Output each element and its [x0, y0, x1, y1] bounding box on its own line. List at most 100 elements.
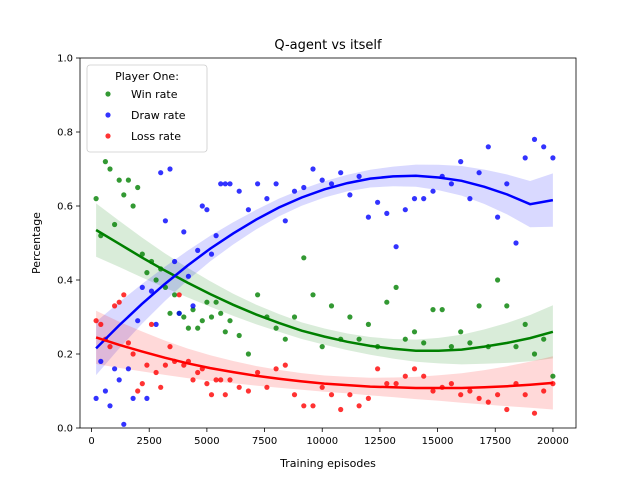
win-rate-point: [301, 255, 307, 261]
draw-rate-point: [485, 144, 491, 150]
x-tick-label: 15000: [422, 436, 454, 447]
loss-rate-point: [411, 366, 418, 372]
win-rate-point: [522, 321, 528, 327]
loss-rate-point: [130, 351, 136, 357]
plot-frame: [79, 57, 577, 429]
draw-rate-point: [476, 170, 482, 176]
win-rate-point: [476, 303, 482, 309]
win-rate-point: [448, 344, 454, 350]
loss-rate-point: [93, 318, 99, 324]
draw-rate-point: [301, 184, 307, 191]
draw-rate-point: [495, 214, 501, 220]
draw-rate-point: [264, 196, 270, 202]
draw-rate-point: [421, 196, 427, 202]
draw-rate-point: [365, 214, 371, 220]
draw-rate-point: [153, 321, 159, 327]
draw-rate-point: [112, 366, 118, 372]
win-rate-point: [356, 336, 362, 342]
draw-rate-point: [139, 284, 145, 290]
win-rate-point: [430, 307, 436, 313]
draw-rate-point: [541, 144, 547, 150]
x-tick-label: 7500: [252, 436, 277, 447]
win-rate-point: [328, 303, 335, 309]
draw-rate-point: [213, 233, 219, 239]
win-rate-point: [467, 340, 473, 346]
y-tick-label: 1.0: [57, 54, 73, 65]
win-rate-point: [199, 318, 205, 324]
x-tick-label: 10000: [306, 436, 338, 447]
loss-rate-point: [245, 388, 251, 394]
loss-rate-point: [208, 392, 215, 398]
loss-rate-point: [291, 392, 298, 398]
y-tick-label: 0.8: [57, 128, 73, 139]
draw-rate-point: [199, 203, 205, 209]
draw-rate-point: [448, 181, 454, 187]
win-rate-point: [291, 314, 298, 320]
loss-rate-point: [282, 362, 288, 368]
win-rate-point: [227, 318, 233, 324]
win-rate-point: [282, 336, 288, 342]
win-rate-point: [135, 184, 141, 191]
loss-rate-point: [393, 381, 399, 387]
win-rate-point: [208, 314, 215, 320]
chart-title: Q-agent vs itself: [274, 38, 382, 53]
draw-rate-point: [504, 181, 510, 187]
win-rate-point: [402, 336, 408, 342]
win-rate-point: [393, 284, 399, 290]
win-rate-point: [121, 192, 127, 198]
loss-rate-point: [204, 381, 210, 387]
win-rate-point: [550, 373, 556, 379]
win-rate-point: [236, 332, 242, 339]
win-rate-point: [531, 351, 538, 357]
draw-rate-point: [402, 207, 408, 213]
win-rate-point: [245, 351, 251, 357]
draw-rate-point: [121, 421, 127, 427]
win-rate-point: [365, 321, 371, 327]
draw-rate-fit-line: [95, 174, 554, 350]
loss-rate-point: [98, 321, 104, 327]
win-rate-point: [112, 221, 118, 228]
loss-rate-fit-line: [95, 336, 553, 390]
win-rate-point: [181, 314, 187, 320]
legend: Player One: Win rate Draw rate Loss rate: [86, 64, 208, 153]
win-rate-point: [255, 292, 261, 298]
draw-rate-point: [98, 358, 104, 364]
loss-rate-point: [112, 303, 118, 309]
draw-rate-point: [291, 188, 298, 194]
loss-rate-point: [176, 292, 182, 298]
draw-rate-point: [181, 229, 187, 235]
loss-rate-point: [167, 344, 173, 350]
y-tick-label: 0.4: [57, 276, 73, 287]
draw-rate-point: [384, 210, 390, 216]
loss-rate-point: [504, 406, 510, 413]
win-rate-point: [513, 344, 519, 350]
loss-rate-point: [328, 392, 335, 398]
draw-rate-point: [208, 251, 215, 257]
loss-rate-point: [148, 321, 155, 327]
draw-rate-point: [522, 155, 528, 161]
loss-rate-point: [467, 388, 473, 394]
draw-rate-point: [282, 218, 288, 224]
draw-rate-point: [458, 159, 464, 165]
draw-rate-point: [125, 366, 131, 372]
draw-rate-point: [144, 395, 150, 401]
loss-rate-point: [158, 384, 164, 390]
draw-rate-point: [148, 288, 155, 294]
draw-rate-point: [273, 181, 279, 187]
draw-rate-point: [135, 318, 141, 324]
loss-rate-point: [375, 366, 381, 372]
loss-rate-point: [356, 403, 362, 409]
draw-rate-point: [255, 181, 261, 187]
draw-rate-point: [319, 177, 325, 183]
win-rate-point: [167, 310, 173, 316]
draw-rate-point: [328, 181, 335, 187]
win-rate-fit-line: [95, 228, 554, 352]
win-rate-point: [144, 270, 150, 276]
draw-rate-point: [116, 377, 122, 383]
win-rate-point: [541, 336, 547, 342]
loss-rate-point: [319, 384, 325, 390]
draw-rate-point: [162, 218, 168, 224]
draw-rate-point: [195, 247, 201, 253]
draw-rate-point: [411, 196, 418, 202]
loss-rate-point: [190, 377, 196, 383]
